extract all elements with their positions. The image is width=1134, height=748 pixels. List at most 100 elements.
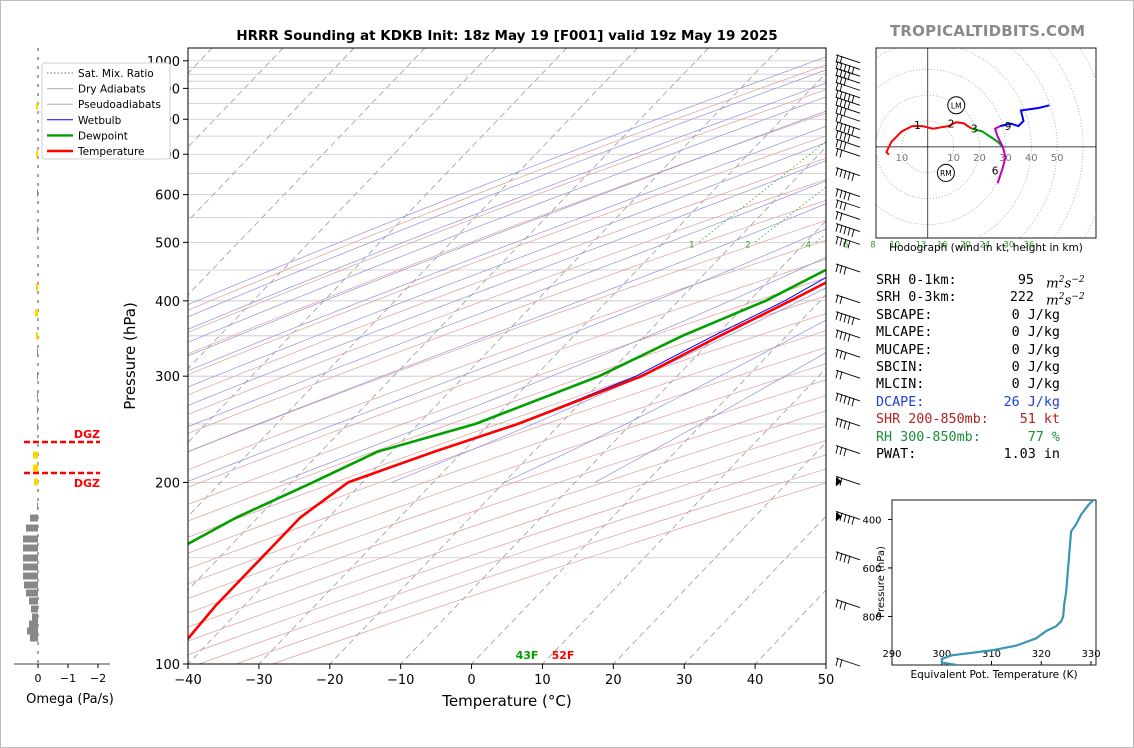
dry-adiabat [188, 347, 826, 569]
wind-barb [835, 210, 861, 221]
y-tick-label: 400 [155, 295, 180, 310]
sbcape-row: SBCAPE: 0 J/kg [876, 307, 1060, 323]
legend-label: Wetbulb [78, 115, 122, 127]
y-tick-label: 200 [155, 476, 180, 491]
isotherm [542, 368, 826, 664]
legend-label: Pseudoadiabats [78, 99, 161, 111]
y-tick-label: 100 [155, 658, 180, 673]
dry-adiabat [188, 277, 826, 505]
wind-barb [835, 311, 861, 326]
theta-e-y-tick-label: 400 [862, 515, 881, 526]
dry-adiabat [188, 363, 826, 585]
x-axis: −40 −30 −20 −10 0 10 20 30 40 50 [174, 664, 834, 688]
omega-bar [35, 309, 38, 317]
dry-adiabat [188, 313, 826, 538]
isotherm [258, 72, 826, 664]
wind-barb [835, 129, 861, 143]
y-axis-label: Pressure (hPa) [121, 302, 139, 410]
wind-barb [835, 199, 861, 211]
legend-label: Sat. Mix. Ratio [78, 68, 154, 80]
omega-bar [32, 613, 38, 621]
wind-barb [835, 348, 861, 360]
parameters-table: SRH 0-1km: 95 m2s−2 SRH 0-3km: 222 m2s−2… [876, 272, 1086, 463]
omega-bar [31, 605, 38, 613]
wind-barb [835, 445, 861, 457]
x-axis-label: Temperature (°C) [441, 692, 571, 710]
dry-adiabat [188, 199, 826, 434]
hodograph-trace [940, 121, 973, 130]
wind-barb [835, 329, 861, 342]
pseudoadiabat [188, 69, 826, 318]
wind-barb [835, 417, 861, 431]
x-tick-label: 0 [467, 673, 475, 688]
dry-adiabat [188, 258, 826, 488]
pseudoadiabat [188, 125, 826, 372]
srh-0-1km-row: SRH 0-1km: 95 m2s−2 [876, 273, 1085, 292]
storm-motion-label: RM [940, 169, 952, 178]
omega-tick-label: 0 [35, 672, 42, 685]
omega-bar [36, 332, 38, 340]
mixing-ratio-label: 10 [889, 241, 900, 251]
skewt-series [188, 268, 826, 641]
wind-barb [835, 167, 861, 182]
wind-barb [835, 54, 861, 65]
omega-panel: 0 −1 −2 DGZ DGZ [14, 48, 110, 685]
legend: Sat. Mix. Ratio Dry Adiabats Pseudoadiabat… [41, 62, 171, 160]
omega-tick-label: −1 [60, 672, 76, 685]
isotherm [683, 515, 826, 664]
dry-adiabat [188, 157, 826, 396]
omega-bar [27, 627, 38, 635]
isotherm [188, 48, 355, 222]
sbcin-row: SBCIN: 0 J/kg [876, 359, 1060, 375]
y-tick-label: 300 [155, 370, 180, 385]
pseudoadiabat [504, 319, 826, 483]
omega-bar [23, 544, 38, 552]
wind-barb [835, 475, 861, 487]
hodograph-ring-label: 10 [947, 153, 960, 164]
hodograph-height-label: 1 [914, 120, 921, 132]
wind-barb [835, 96, 861, 110]
wind-barb [835, 121, 861, 135]
hodograph-ring-label: 40 [1025, 153, 1038, 164]
wind-barb [835, 89, 861, 104]
isotherm [188, 48, 709, 591]
mlcin-row: MLCIN: 0 J/kg [876, 377, 1060, 393]
omega-bar [37, 189, 38, 197]
x-tick-label: 30 [676, 673, 693, 688]
mlcape-row: MLCAPE: 0 J/kg [876, 325, 1060, 341]
plot-area-border [187, 47, 827, 665]
dry-adiabat [188, 64, 826, 311]
surface-temperature-label: 52F [552, 649, 575, 662]
mixing-ratio-labels: 1 2 4 6 8 10 13 16 20 24 30 36 [689, 241, 1034, 251]
hodograph-ring-label: 10 [896, 153, 909, 164]
x-tick-label: −40 [174, 673, 201, 688]
omega-bar [23, 535, 38, 543]
mixing-ratio-label: 30 [1003, 241, 1014, 251]
omega-bar [37, 348, 38, 356]
wind-barb [835, 263, 861, 275]
pseudoadiabat [188, 228, 826, 482]
omega-bar [34, 478, 38, 486]
pseudoadiabat [188, 96, 826, 343]
theta-e-panel: 290 300 310 320 330 400 600 800 [862, 499, 1101, 666]
omega-bar [30, 634, 38, 642]
wind-barb [835, 138, 861, 150]
wind-barb [835, 551, 861, 564]
pseudoadiabat [188, 160, 826, 406]
omega-bar [24, 581, 38, 589]
surface-dewpoint-label: 43F [516, 649, 539, 662]
wind-barb [835, 392, 861, 407]
dry-adiabat [188, 330, 826, 554]
theta-e-y-tick-label: 800 [862, 612, 881, 623]
pseudoadiabat [188, 180, 826, 428]
wind-barb [835, 223, 861, 237]
wind-barbs [835, 54, 861, 668]
wind-barb [835, 369, 861, 380]
isotherm [400, 220, 826, 664]
hodograph-trace [971, 127, 1004, 148]
hodograph-height-label: 2 [948, 118, 955, 130]
isotherm [188, 48, 497, 370]
dgz-label: DGZ [74, 477, 100, 490]
